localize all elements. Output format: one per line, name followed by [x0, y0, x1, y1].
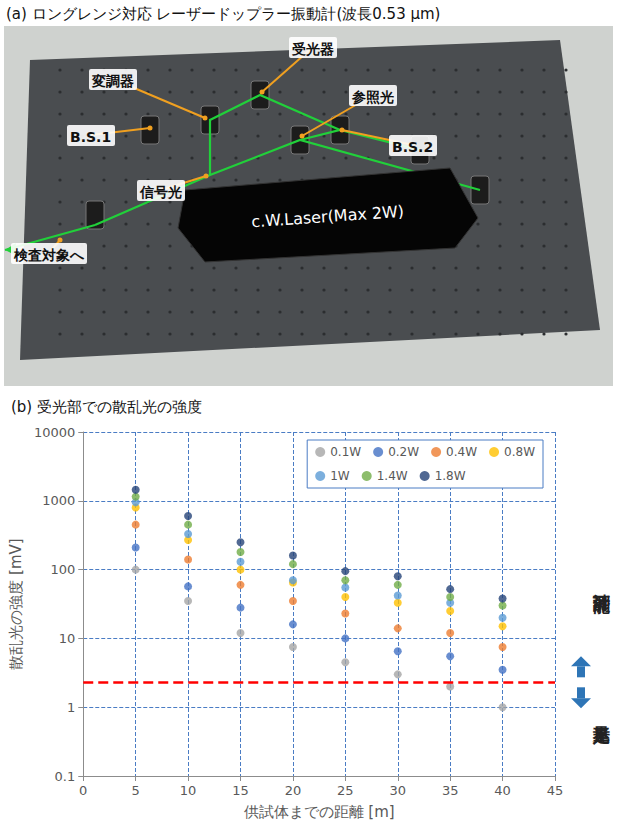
svg-text:1000: 1000	[42, 493, 75, 508]
svg-text:0.1: 0.1	[55, 769, 76, 784]
svg-text:(b) 受光部での散乱光の強度: (b) 受光部での散乱光の強度	[11, 398, 202, 416]
svg-text:40: 40	[494, 783, 511, 798]
svg-text:0.8W: 0.8W	[504, 445, 535, 459]
svg-text:1.4W: 1.4W	[377, 469, 408, 483]
svg-text:参照光: 参照光	[351, 89, 394, 105]
svg-text:受光器: 受光器	[291, 41, 334, 57]
svg-text:検査対象へ: 検査対象へ	[13, 247, 85, 263]
svg-text:(a) ロングレンジ対応 レーザードップラー振動計(波長0.: (a) ロングレンジ対応 レーザードップラー振動計(波長0.53 μm)	[6, 5, 440, 23]
svg-text:1.8W: 1.8W	[435, 469, 466, 483]
svg-text:100: 100	[50, 562, 75, 577]
svg-text:20: 20	[285, 783, 302, 798]
svg-text:B.S.1: B.S.1	[70, 129, 111, 145]
svg-text:信号光: 信号光	[139, 184, 182, 200]
svg-text:45: 45	[547, 783, 564, 798]
svg-text:変調器: 変調器	[91, 73, 134, 89]
svg-text:散乱光の強度 [mV]: 散乱光の強度 [mV]	[7, 538, 25, 669]
svg-text:10: 10	[59, 631, 76, 646]
svg-text:1W: 1W	[330, 469, 350, 483]
svg-text:c.W.Laser(Max 2W): c.W.Laser(Max 2W)	[251, 202, 405, 232]
svg-text:25: 25	[337, 783, 354, 798]
svg-text:0.1W: 0.1W	[330, 445, 361, 459]
svg-text:35: 35	[442, 783, 459, 798]
svg-text:0.4W: 0.4W	[446, 445, 477, 459]
svg-text:10000: 10000	[34, 425, 75, 440]
svg-text:供試体までの距離 [m]: 供試体までの距離 [m]	[244, 803, 395, 821]
svg-text:1: 1	[67, 700, 75, 715]
svg-text:30: 30	[389, 783, 406, 798]
html-text:計測可能: 計測可能	[592, 580, 612, 585]
svg-text:5: 5	[132, 783, 140, 798]
html-text:光量不足: 光量不足	[592, 712, 612, 717]
svg-text:15: 15	[232, 783, 249, 798]
svg-text:0: 0	[79, 783, 87, 798]
svg-text:B.S.2: B.S.2	[392, 139, 433, 155]
svg-text:10: 10	[180, 783, 197, 798]
svg-text:0.2W: 0.2W	[388, 445, 419, 459]
